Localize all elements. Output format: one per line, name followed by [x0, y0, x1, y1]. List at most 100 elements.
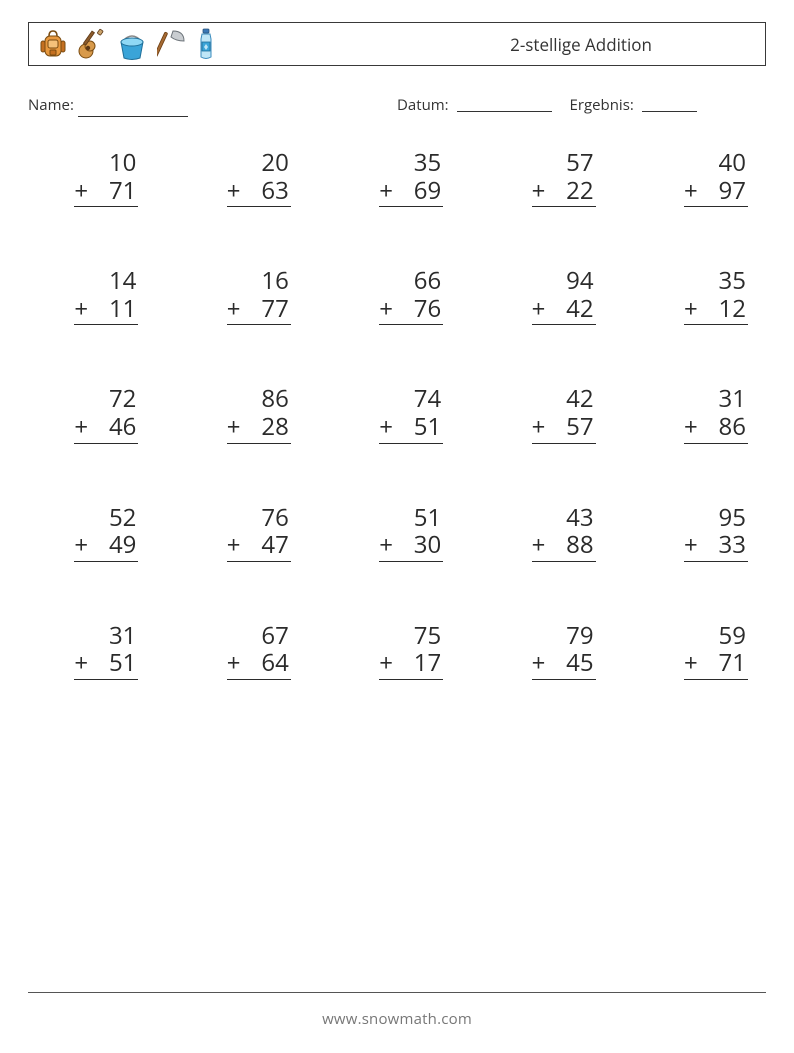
- operator: +: [532, 649, 546, 677]
- problem: 42+57: [532, 385, 596, 443]
- addend-bottom: +45: [532, 649, 596, 680]
- problem: 40+97: [684, 149, 748, 207]
- operator: +: [227, 531, 241, 559]
- addend-bottom: +12: [684, 295, 748, 326]
- operator: +: [684, 295, 698, 323]
- addend-top: 14: [74, 267, 138, 295]
- addend-top: 75: [379, 622, 443, 650]
- addend-bottom: +51: [74, 649, 138, 680]
- header-box: 2-stellige Addition: [28, 22, 766, 66]
- addend-top: 10: [74, 149, 138, 177]
- result-label: Ergebnis:: [570, 95, 634, 115]
- problem: 35+12: [684, 267, 748, 325]
- operator: +: [74, 295, 88, 323]
- problem: 67+64: [227, 622, 291, 680]
- addend-bottom: +57: [532, 413, 596, 444]
- operator: +: [379, 649, 393, 677]
- footer-rule: [28, 992, 766, 993]
- addend-bottom: +11: [74, 295, 138, 326]
- header-icons: [29, 28, 397, 60]
- addend-bottom: +28: [227, 413, 291, 444]
- addend-bottom: +30: [379, 531, 443, 562]
- addend-top: 86: [227, 385, 291, 413]
- problem: 51+30: [379, 504, 443, 562]
- addend-top: 67: [227, 622, 291, 650]
- addend-top: 35: [684, 267, 748, 295]
- result-blank[interactable]: [642, 96, 697, 112]
- addend-bottom: +71: [684, 649, 748, 680]
- worksheet-title: 2-stellige Addition: [397, 33, 765, 56]
- operator: +: [532, 295, 546, 323]
- operator: +: [227, 177, 241, 205]
- problem-grid: 10+7120+6335+6957+2240+9714+1116+7766+76…: [28, 149, 766, 680]
- operator: +: [74, 413, 88, 441]
- addend-top: 74: [379, 385, 443, 413]
- addend-top: 35: [379, 149, 443, 177]
- addend-top: 40: [684, 149, 748, 177]
- problem: 43+88: [532, 504, 596, 562]
- date-label: Datum:: [397, 95, 449, 115]
- problem: 31+86: [684, 385, 748, 443]
- addend-top: 16: [227, 267, 291, 295]
- backpack-icon: [39, 28, 67, 60]
- operator: +: [379, 531, 393, 559]
- problem: 59+71: [684, 622, 748, 680]
- problem: 95+33: [684, 504, 748, 562]
- problem: 86+28: [227, 385, 291, 443]
- addend-top: 51: [379, 504, 443, 532]
- addend-bottom: +77: [227, 295, 291, 326]
- operator: +: [227, 649, 241, 677]
- addend-bottom: +86: [684, 413, 748, 444]
- name-label: Name:: [28, 95, 74, 115]
- date-blank[interactable]: [457, 96, 552, 112]
- addend-top: 20: [227, 149, 291, 177]
- addend-top: 95: [684, 504, 748, 532]
- addend-top: 43: [532, 504, 596, 532]
- problem: 94+42: [532, 267, 596, 325]
- bucket-icon: [117, 28, 147, 60]
- problem: 72+46: [74, 385, 138, 443]
- operator: +: [379, 177, 393, 205]
- addend-bottom: +22: [532, 177, 596, 208]
- problem: 75+17: [379, 622, 443, 680]
- addend-top: 76: [227, 504, 291, 532]
- addend-bottom: +63: [227, 177, 291, 208]
- problem: 31+51: [74, 622, 138, 680]
- addend-bottom: +46: [74, 413, 138, 444]
- addend-top: 31: [74, 622, 138, 650]
- addend-top: 42: [532, 385, 596, 413]
- operator: +: [684, 649, 698, 677]
- operator: +: [684, 531, 698, 559]
- addend-top: 94: [532, 267, 596, 295]
- problem: 20+63: [227, 149, 291, 207]
- addend-top: 72: [74, 385, 138, 413]
- problem: 74+51: [379, 385, 443, 443]
- operator: +: [532, 177, 546, 205]
- operator: +: [379, 295, 393, 323]
- problem: 79+45: [532, 622, 596, 680]
- problem: 10+71: [74, 149, 138, 207]
- addend-top: 57: [532, 149, 596, 177]
- addend-top: 59: [684, 622, 748, 650]
- problem: 16+77: [227, 267, 291, 325]
- addend-bottom: +47: [227, 531, 291, 562]
- footer-text: www.snowmath.com: [0, 1009, 794, 1029]
- addend-bottom: +17: [379, 649, 443, 680]
- addend-bottom: +97: [684, 177, 748, 208]
- operator: +: [684, 413, 698, 441]
- addend-bottom: +69: [379, 177, 443, 208]
- problem: 66+76: [379, 267, 443, 325]
- operator: +: [74, 649, 88, 677]
- name-blank[interactable]: [78, 101, 188, 117]
- addend-top: 79: [532, 622, 596, 650]
- guitar-icon: [77, 28, 107, 60]
- addend-bottom: +42: [532, 295, 596, 326]
- addend-top: 66: [379, 267, 443, 295]
- operator: +: [227, 295, 241, 323]
- operator: +: [684, 177, 698, 205]
- operator: +: [74, 177, 88, 205]
- addend-bottom: +71: [74, 177, 138, 208]
- addend-bottom: +88: [532, 531, 596, 562]
- operator: +: [379, 413, 393, 441]
- addend-bottom: +64: [227, 649, 291, 680]
